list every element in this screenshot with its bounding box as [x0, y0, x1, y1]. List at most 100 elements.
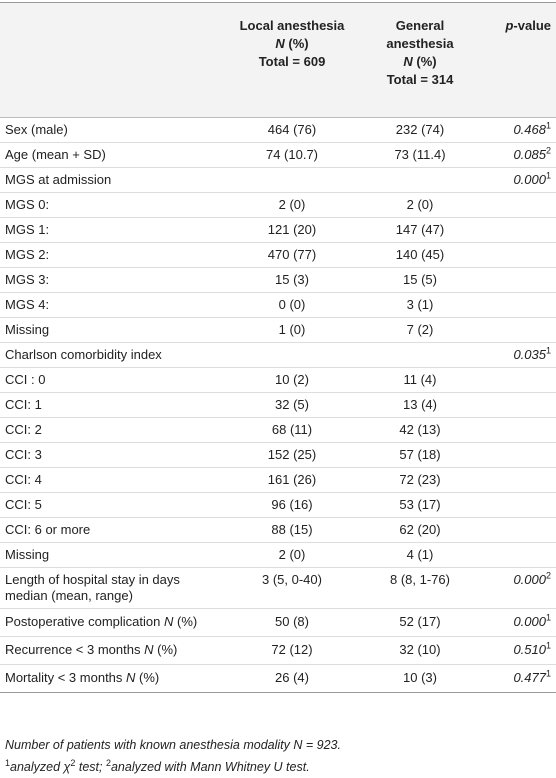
- table-cell: 68 (11): [212, 417, 372, 443]
- text-segment: 0.000: [513, 572, 546, 587]
- table-cell: CCI: 1: [0, 392, 212, 418]
- table-cell: [212, 167, 372, 193]
- table-cell: MGS 4:: [0, 292, 212, 318]
- table-cell: 0.0852: [468, 142, 556, 168]
- text-segment: 73 (11.4): [394, 147, 446, 162]
- text-segment: MGS 1:: [5, 222, 50, 237]
- footnote: 1analyzed χ2 test; 2analyzed with Mann W…: [5, 756, 553, 778]
- table-row: MGS 2: 470 (77) 140 (45): [0, 242, 556, 268]
- text-segment: 147 (47): [395, 222, 445, 237]
- text-segment: 88 (15): [271, 522, 313, 537]
- text-segment: MGS 3:: [5, 272, 50, 287]
- table-cell: 52 (17): [372, 608, 468, 637]
- text-segment: Age (mean + SD): [5, 147, 106, 162]
- table-row: CCI: 5 96 (16) 53 (17): [0, 492, 556, 518]
- table-cell: Recurrence < 3 months N (%): [0, 636, 212, 665]
- table-cell: 62 (20): [372, 517, 468, 543]
- superscript: 2: [545, 145, 551, 156]
- table-cell: MGS at admission: [0, 167, 212, 193]
- table-cell: 10 (3): [372, 664, 468, 693]
- table-cell: CCI: 3: [0, 442, 212, 468]
- text-segment: 52 (17): [399, 614, 441, 629]
- table-cell: Postoperative complication N (%): [0, 608, 212, 637]
- text-segment: 32 (10): [399, 642, 441, 657]
- header-row: Local anesthesia N (%) Total = 609 General …: [0, 2, 556, 118]
- table-cell: [468, 292, 556, 318]
- superscript: 2: [545, 570, 551, 581]
- table-cell: 470 (77): [212, 242, 372, 268]
- header-line: Total = 314: [376, 71, 464, 89]
- text-segment: MGS 2:: [5, 247, 50, 262]
- header-line: Total = 609: [216, 53, 368, 71]
- table-cell: 42 (13): [372, 417, 468, 443]
- text-segment: 161 (26): [267, 472, 317, 487]
- table-cell: 2 (0): [212, 192, 372, 218]
- table-cell: 147 (47): [372, 217, 468, 243]
- table-cell: [468, 542, 556, 568]
- table-cell: MGS 0:: [0, 192, 212, 218]
- table-row: Sex (male) 464 (76) 232 (74) 0.4681: [0, 117, 556, 143]
- text-segment: Local anesthesia: [239, 18, 345, 33]
- table-cell: [468, 392, 556, 418]
- table-cell: 2 (0): [212, 542, 372, 568]
- text-segment: (%): [412, 54, 437, 69]
- table-row: CCI : 0 10 (2) 11 (4): [0, 367, 556, 393]
- table-row: Postoperative complication N (%) 50 (8) 52…: [0, 608, 556, 637]
- table-cell: 0 (0): [212, 292, 372, 318]
- header-line: N (%): [376, 53, 464, 71]
- text-segment: analyzed χ: [10, 760, 71, 774]
- table-cell: 88 (15): [212, 517, 372, 543]
- table-cell: 11 (4): [372, 367, 468, 393]
- text-segment: 11 (4): [403, 372, 437, 387]
- table-cell: 96 (16): [212, 492, 372, 518]
- text-segment: Mortality < 3 months: [5, 670, 127, 685]
- table-row: Missing 1 (0) 7 (2): [0, 317, 556, 343]
- table-cell: CCI: 4: [0, 467, 212, 493]
- table-cell: 15 (5): [372, 267, 468, 293]
- text-segment: 74 (10.7): [265, 147, 319, 162]
- table-row: CCI: 4 161 (26) 72 (23): [0, 467, 556, 493]
- text-segment: Sex (male): [5, 122, 68, 137]
- table-cell: [468, 367, 556, 393]
- table-cell: [468, 517, 556, 543]
- table-cell: 8 (8, 1-76): [372, 567, 468, 609]
- text-segment: 50 (8): [275, 614, 309, 629]
- header-cell: General anesthesia N (%) Total = 314: [372, 2, 468, 118]
- text-segment: (%): [153, 642, 178, 657]
- table-cell: CCI: 5: [0, 492, 212, 518]
- text-segment: 72 (23): [399, 472, 441, 487]
- table-cell: Mortality < 3 months N (%): [0, 664, 212, 693]
- text-segment: 7 (2): [406, 322, 434, 337]
- table-row: Charlson comorbidity index 0.0351: [0, 342, 556, 368]
- table-cell: [468, 442, 556, 468]
- text-segment: 62 (20): [399, 522, 441, 537]
- text-segment: 72 (12): [271, 642, 313, 657]
- table-cell: 73 (11.4): [372, 142, 468, 168]
- text-segment: -value: [513, 18, 551, 33]
- table-cell: Age (mean + SD): [0, 142, 212, 168]
- superscript: 1: [545, 120, 551, 131]
- superscript: 1: [5, 757, 11, 768]
- table-cell: MGS 2:: [0, 242, 212, 268]
- text-segment: 32 (5): [275, 397, 309, 412]
- table-cell: CCI: 2: [0, 417, 212, 443]
- superscript: 1: [545, 170, 551, 181]
- table-cell: [468, 267, 556, 293]
- superscript: 2: [70, 757, 76, 768]
- table-cell: 3 (1): [372, 292, 468, 318]
- table-cell: 53 (17): [372, 492, 468, 518]
- table-row: MGS 4: 0 (0) 3 (1): [0, 292, 556, 318]
- table-cell: 72 (23): [372, 467, 468, 493]
- table-cell: 0.5101: [468, 636, 556, 665]
- text-segment: Missing: [5, 547, 50, 562]
- text-segment: 0.477: [513, 670, 546, 685]
- table-cell: Length of hospital stay in days median (…: [0, 567, 212, 609]
- superscript: 2: [105, 757, 111, 768]
- text-segment: 26 (4): [275, 670, 309, 685]
- table-cell: 15 (3): [212, 267, 372, 293]
- text-segment: 2 (0): [406, 197, 434, 212]
- text-segment: (%): [284, 36, 309, 51]
- text-segment: CCI: 3: [5, 447, 42, 462]
- text-segment: 0.510: [513, 642, 546, 657]
